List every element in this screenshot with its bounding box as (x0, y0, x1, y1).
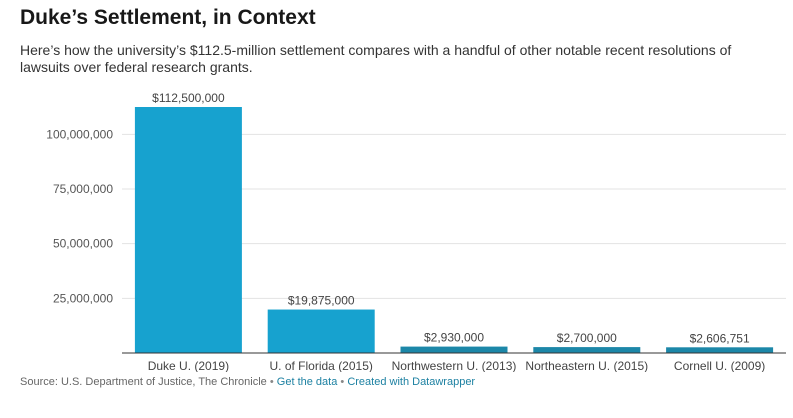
chart-title: Duke’s Settlement, in Context (20, 6, 316, 29)
footer-separator: • (340, 376, 345, 388)
x-category-label: Cornell U. (2009) (674, 359, 765, 372)
bars (134, 107, 774, 353)
y-tick-label: 50,000,000 (53, 237, 113, 251)
bar (533, 347, 641, 353)
y-axis-tick-labels: 25,000,000 50,000,000 75,000,000 100,000,00… (46, 127, 113, 305)
y-tick-label: 25,000,000 (53, 291, 113, 305)
chart-footer: Source: U.S. Department of Justice, The … (20, 376, 475, 388)
y-tick-label: 75,000,000 (53, 182, 113, 196)
bar-value-label: $2,606,751 (690, 331, 750, 345)
bar-value-label: $112,500,000 (152, 91, 225, 105)
x-category-label: Duke U. (2019) (148, 359, 229, 372)
bar (400, 346, 508, 353)
get-data-link[interactable]: Get the data (276, 376, 338, 388)
bar-value-label: $2,930,000 (424, 331, 484, 345)
y-tick-label: 100,000,000 (46, 127, 113, 141)
bar (666, 347, 774, 353)
source-note: Source: U.S. Department of Justice, The … (20, 376, 267, 388)
bar-chart: 25,000,000 50,000,000 75,000,000 100,000,00… (46, 91, 786, 372)
bar (267, 309, 375, 353)
chart-subtitle: Here’s how the university’s $112.5-milli… (20, 42, 732, 75)
bar (134, 107, 242, 353)
footer-separator: • (269, 376, 274, 388)
bar-value-label: $19,875,000 (288, 294, 355, 308)
x-category-label: Northwestern U. (2013) (392, 359, 517, 372)
bar-value-labels: $112,500,000 $19,875,000 $2,930,000 $2,700,… (152, 91, 750, 345)
x-axis-category-labels: Duke U. (2019) U. of Florida (2015) Northw… (148, 359, 766, 372)
bar-value-label: $2,700,000 (557, 331, 617, 345)
datawrapper-link[interactable]: Created with Datawrapper (347, 376, 476, 388)
x-category-label: Northeastern U. (2015) (525, 359, 648, 372)
x-category-label: U. of Florida (2015) (270, 359, 373, 372)
